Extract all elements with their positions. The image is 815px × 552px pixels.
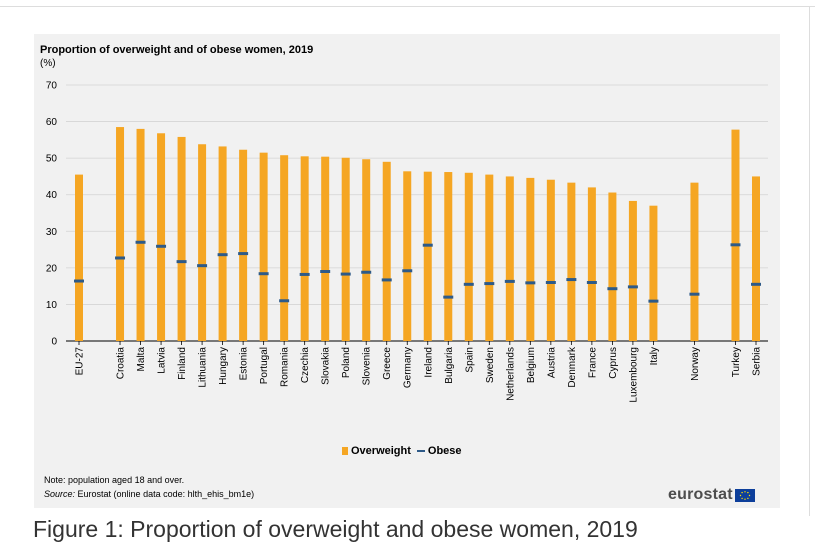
overweight-bar-serbia	[752, 176, 760, 341]
legend-item-obese: Obese	[416, 445, 462, 457]
x-tick-label-cyprus: Cyprus	[608, 347, 619, 379]
x-tick-label-turkey: Turkey	[731, 347, 742, 377]
x-tick-label-croatia: Croatia	[116, 347, 127, 380]
overweight-bar-czechia	[300, 156, 309, 341]
x-tick-label-france: France	[587, 347, 598, 379]
overweight-bar-slovakia	[321, 156, 330, 341]
source-text: Eurostat (online data code: hlth_ehis_bm…	[75, 489, 255, 499]
grid-lines	[66, 84, 768, 342]
x-tick-label-bulgaria: Bulgaria	[444, 347, 455, 384]
figure-caption: Figure 1: Proportion of overweight and o…	[33, 516, 638, 542]
legend-label-obese: Obese	[427, 445, 462, 457]
y-tick-label: 70	[46, 81, 58, 92]
x-tick-label-slovakia: Slovakia	[321, 347, 332, 385]
overweight-bar-turkey	[731, 129, 740, 341]
x-tick-label-latvia: Latvia	[157, 347, 168, 374]
overweight-bar-sweden	[485, 174, 494, 341]
x-tick-label-poland: Poland	[341, 347, 352, 378]
overweight-bar-latvia	[157, 133, 166, 341]
overweight-bar-eu-27	[75, 174, 83, 341]
logo-text: eurostat	[668, 486, 733, 503]
chart-legend: Overweight Obese	[342, 445, 468, 457]
y-tick-label: 20	[46, 263, 58, 274]
x-tick-label-norway: Norway	[690, 347, 701, 381]
overweight-bar-ireland	[423, 171, 432, 341]
x-tick-label-eu-27: EU-27	[75, 347, 86, 376]
legend-label-overweight: Overweight	[351, 445, 411, 457]
x-tick-label-italy: Italy	[649, 347, 660, 365]
source-prefix: Source:	[44, 489, 76, 499]
y-tick-label: 60	[46, 117, 58, 128]
y-tick-label: 10	[46, 300, 58, 311]
x-tick-label-lithuania: Lithuania	[198, 347, 209, 388]
x-tick-label-luxembourg: Luxembourg	[628, 347, 639, 403]
y-tick-label: 50	[46, 154, 58, 165]
overweight-bar-netherlands	[505, 176, 514, 341]
overweight-bar-spain	[464, 172, 473, 341]
x-tick-label-netherlands: Netherlands	[505, 347, 516, 401]
y-tick-label: 40	[46, 190, 58, 201]
overweight-bars	[75, 127, 760, 341]
overweight-bar-bulgaria	[444, 172, 453, 341]
chart-note: Note: population aged 18 and over.	[44, 475, 185, 485]
y-axis-unit: (%)	[40, 58, 56, 69]
y-tick-labels: 0 10 20 30 40 50 60 70	[46, 81, 58, 348]
x-tick-label-ireland: Ireland	[423, 347, 434, 378]
y-tick-label: 0	[51, 337, 57, 348]
overweight-bar-france	[587, 187, 596, 341]
right-border	[809, 6, 810, 516]
overweight-bar-denmark	[567, 182, 576, 341]
top-border	[0, 6, 815, 7]
x-tick-labels: EU-27 Croatia Malta Latvia Finland Lithuania H…	[75, 341, 763, 403]
overweight-bar-norway	[690, 182, 699, 341]
overweight-bar-luxembourg	[628, 200, 637, 341]
eurostat-logo: eurostat	[668, 486, 755, 504]
x-tick-label-spain: Spain	[464, 347, 475, 373]
x-tick-label-czechia: Czechia	[300, 347, 311, 384]
overweight-bar-slovenia	[362, 159, 371, 341]
x-tick-label-sweden: Sweden	[485, 347, 496, 383]
overweight-bar-poland	[341, 157, 350, 341]
eu-flag-icon	[734, 488, 755, 502]
x-tick-label-hungary: Hungary	[218, 347, 229, 385]
overweight-bar-austria	[546, 179, 555, 341]
overweight-bar-cyprus	[608, 192, 617, 341]
x-tick-label-malta: Malta	[136, 347, 147, 372]
overweight-bar-lithuania	[198, 144, 207, 341]
overweight-bar-belgium	[526, 177, 535, 341]
obese-swatch	[416, 450, 425, 452]
x-tick-label-germany: Germany	[403, 347, 414, 388]
overweight-bar-germany	[403, 171, 412, 341]
x-tick-label-portugal: Portugal	[259, 347, 270, 384]
x-tick-label-belgium: Belgium	[526, 347, 537, 383]
overweight-bar-italy	[649, 205, 658, 341]
y-tick-label: 30	[46, 227, 58, 238]
overweight-bar-portugal	[259, 152, 268, 341]
overweight-swatch	[342, 447, 348, 455]
overweight-bar-estonia	[239, 149, 248, 341]
overweight-bar-malta	[136, 128, 145, 341]
overweight-bar-greece	[382, 161, 391, 341]
x-tick-label-romania: Romania	[280, 347, 291, 387]
obese-markers	[74, 240, 761, 303]
x-tick-label-estonia: Estonia	[239, 347, 250, 381]
overweight-bar-croatia	[116, 127, 125, 341]
x-tick-label-denmark: Denmark	[567, 346, 578, 388]
x-tick-label-serbia: Serbia	[752, 347, 763, 376]
x-tick-label-finland: Finland	[177, 347, 188, 380]
chart-title: Proportion of overweight and of obese wo…	[40, 44, 314, 56]
x-tick-label-austria: Austria	[546, 347, 557, 379]
x-tick-label-slovenia: Slovenia	[362, 347, 373, 386]
overweight-bar-finland	[177, 136, 186, 341]
chart-source: Source: Eurostat (online data code: hlth…	[44, 489, 254, 499]
legend-item-overweight: Overweight	[342, 445, 411, 457]
overweight-bar-hungary	[218, 146, 227, 341]
x-tick-label-greece: Greece	[382, 347, 393, 380]
overweight-bar-romania	[280, 155, 289, 341]
